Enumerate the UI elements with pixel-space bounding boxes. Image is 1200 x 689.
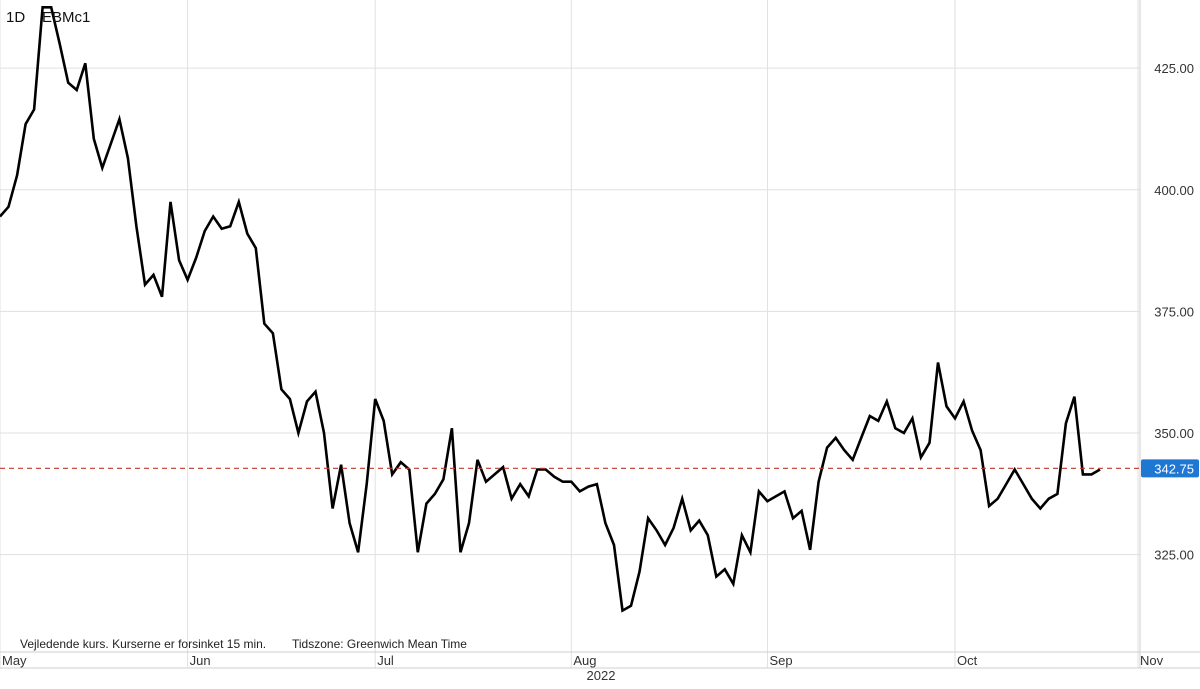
x-tick-label: May bbox=[2, 653, 27, 668]
x-tick-label: Nov bbox=[1140, 653, 1164, 668]
y-tick-label: 375.00 bbox=[1154, 304, 1194, 319]
x-tick-label: Jul bbox=[377, 653, 394, 668]
y-tick-label: 400.00 bbox=[1154, 183, 1194, 198]
year-label: 2022 bbox=[587, 668, 616, 683]
delay-disclaimer: Vejledende kurs. Kurserne er forsinket 1… bbox=[20, 637, 266, 651]
y-tick-label: 425.00 bbox=[1154, 61, 1194, 76]
axes: 325.00 350.00 375.00 400.00 425.00 May Jun Jul A… bbox=[2, 61, 1199, 668]
y-tick-label: 350.00 bbox=[1154, 426, 1194, 441]
grid bbox=[0, 0, 1200, 668]
symbol-label[interactable]: EBMc1 bbox=[42, 9, 90, 26]
x-tick-label: Aug bbox=[573, 653, 596, 668]
x-tick-label: Jun bbox=[190, 653, 211, 668]
last-price-label: 342.75 bbox=[1154, 461, 1194, 476]
x-tick-label: Oct bbox=[957, 653, 978, 668]
y-tick-label: 325.00 bbox=[1154, 548, 1194, 563]
x-tick-label: Sep bbox=[769, 653, 792, 668]
timezone-note: Tidszone: Greenwich Mean Time bbox=[292, 637, 467, 651]
series-layer bbox=[0, 7, 1140, 610]
interval-label[interactable]: 1D bbox=[6, 9, 25, 26]
price-series-line bbox=[0, 7, 1100, 610]
